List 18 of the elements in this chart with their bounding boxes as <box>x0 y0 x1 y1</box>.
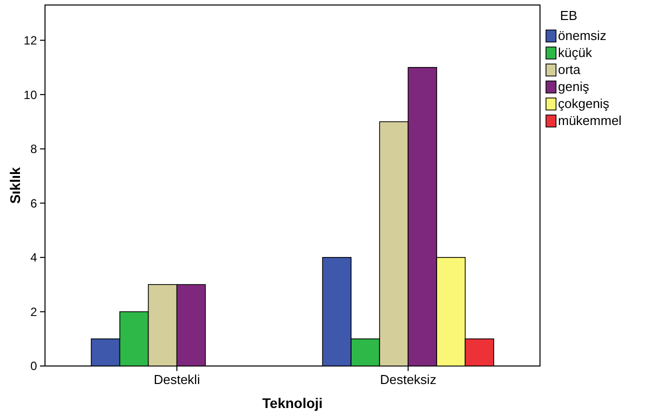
y-tick-label: 6 <box>30 196 38 210</box>
legend-label: küçük <box>558 45 592 60</box>
x-tick-label: Destekli <box>154 372 200 387</box>
legend-label: önemsiz <box>558 28 606 43</box>
y-tick-label: 4 <box>30 250 38 265</box>
legend-label: geniş <box>558 79 590 94</box>
y-tick-label: 12 <box>24 33 38 48</box>
y-tick-label: 10 <box>24 88 38 102</box>
x-axis-title: Teknoloji <box>262 395 323 411</box>
legend-title: EB <box>560 8 578 23</box>
legend-label: orta <box>558 62 582 77</box>
y-tick-label: 2 <box>30 304 38 319</box>
y-tick-label: 8 <box>30 142 38 156</box>
x-tick-label: Desteksiz <box>380 372 436 387</box>
legend-label: mükemmel <box>558 113 622 128</box>
y-axis-title: Sıklık <box>7 167 23 204</box>
y-tick-label: 0 <box>30 359 38 374</box>
legend-label: çokgeniş <box>558 96 610 111</box>
